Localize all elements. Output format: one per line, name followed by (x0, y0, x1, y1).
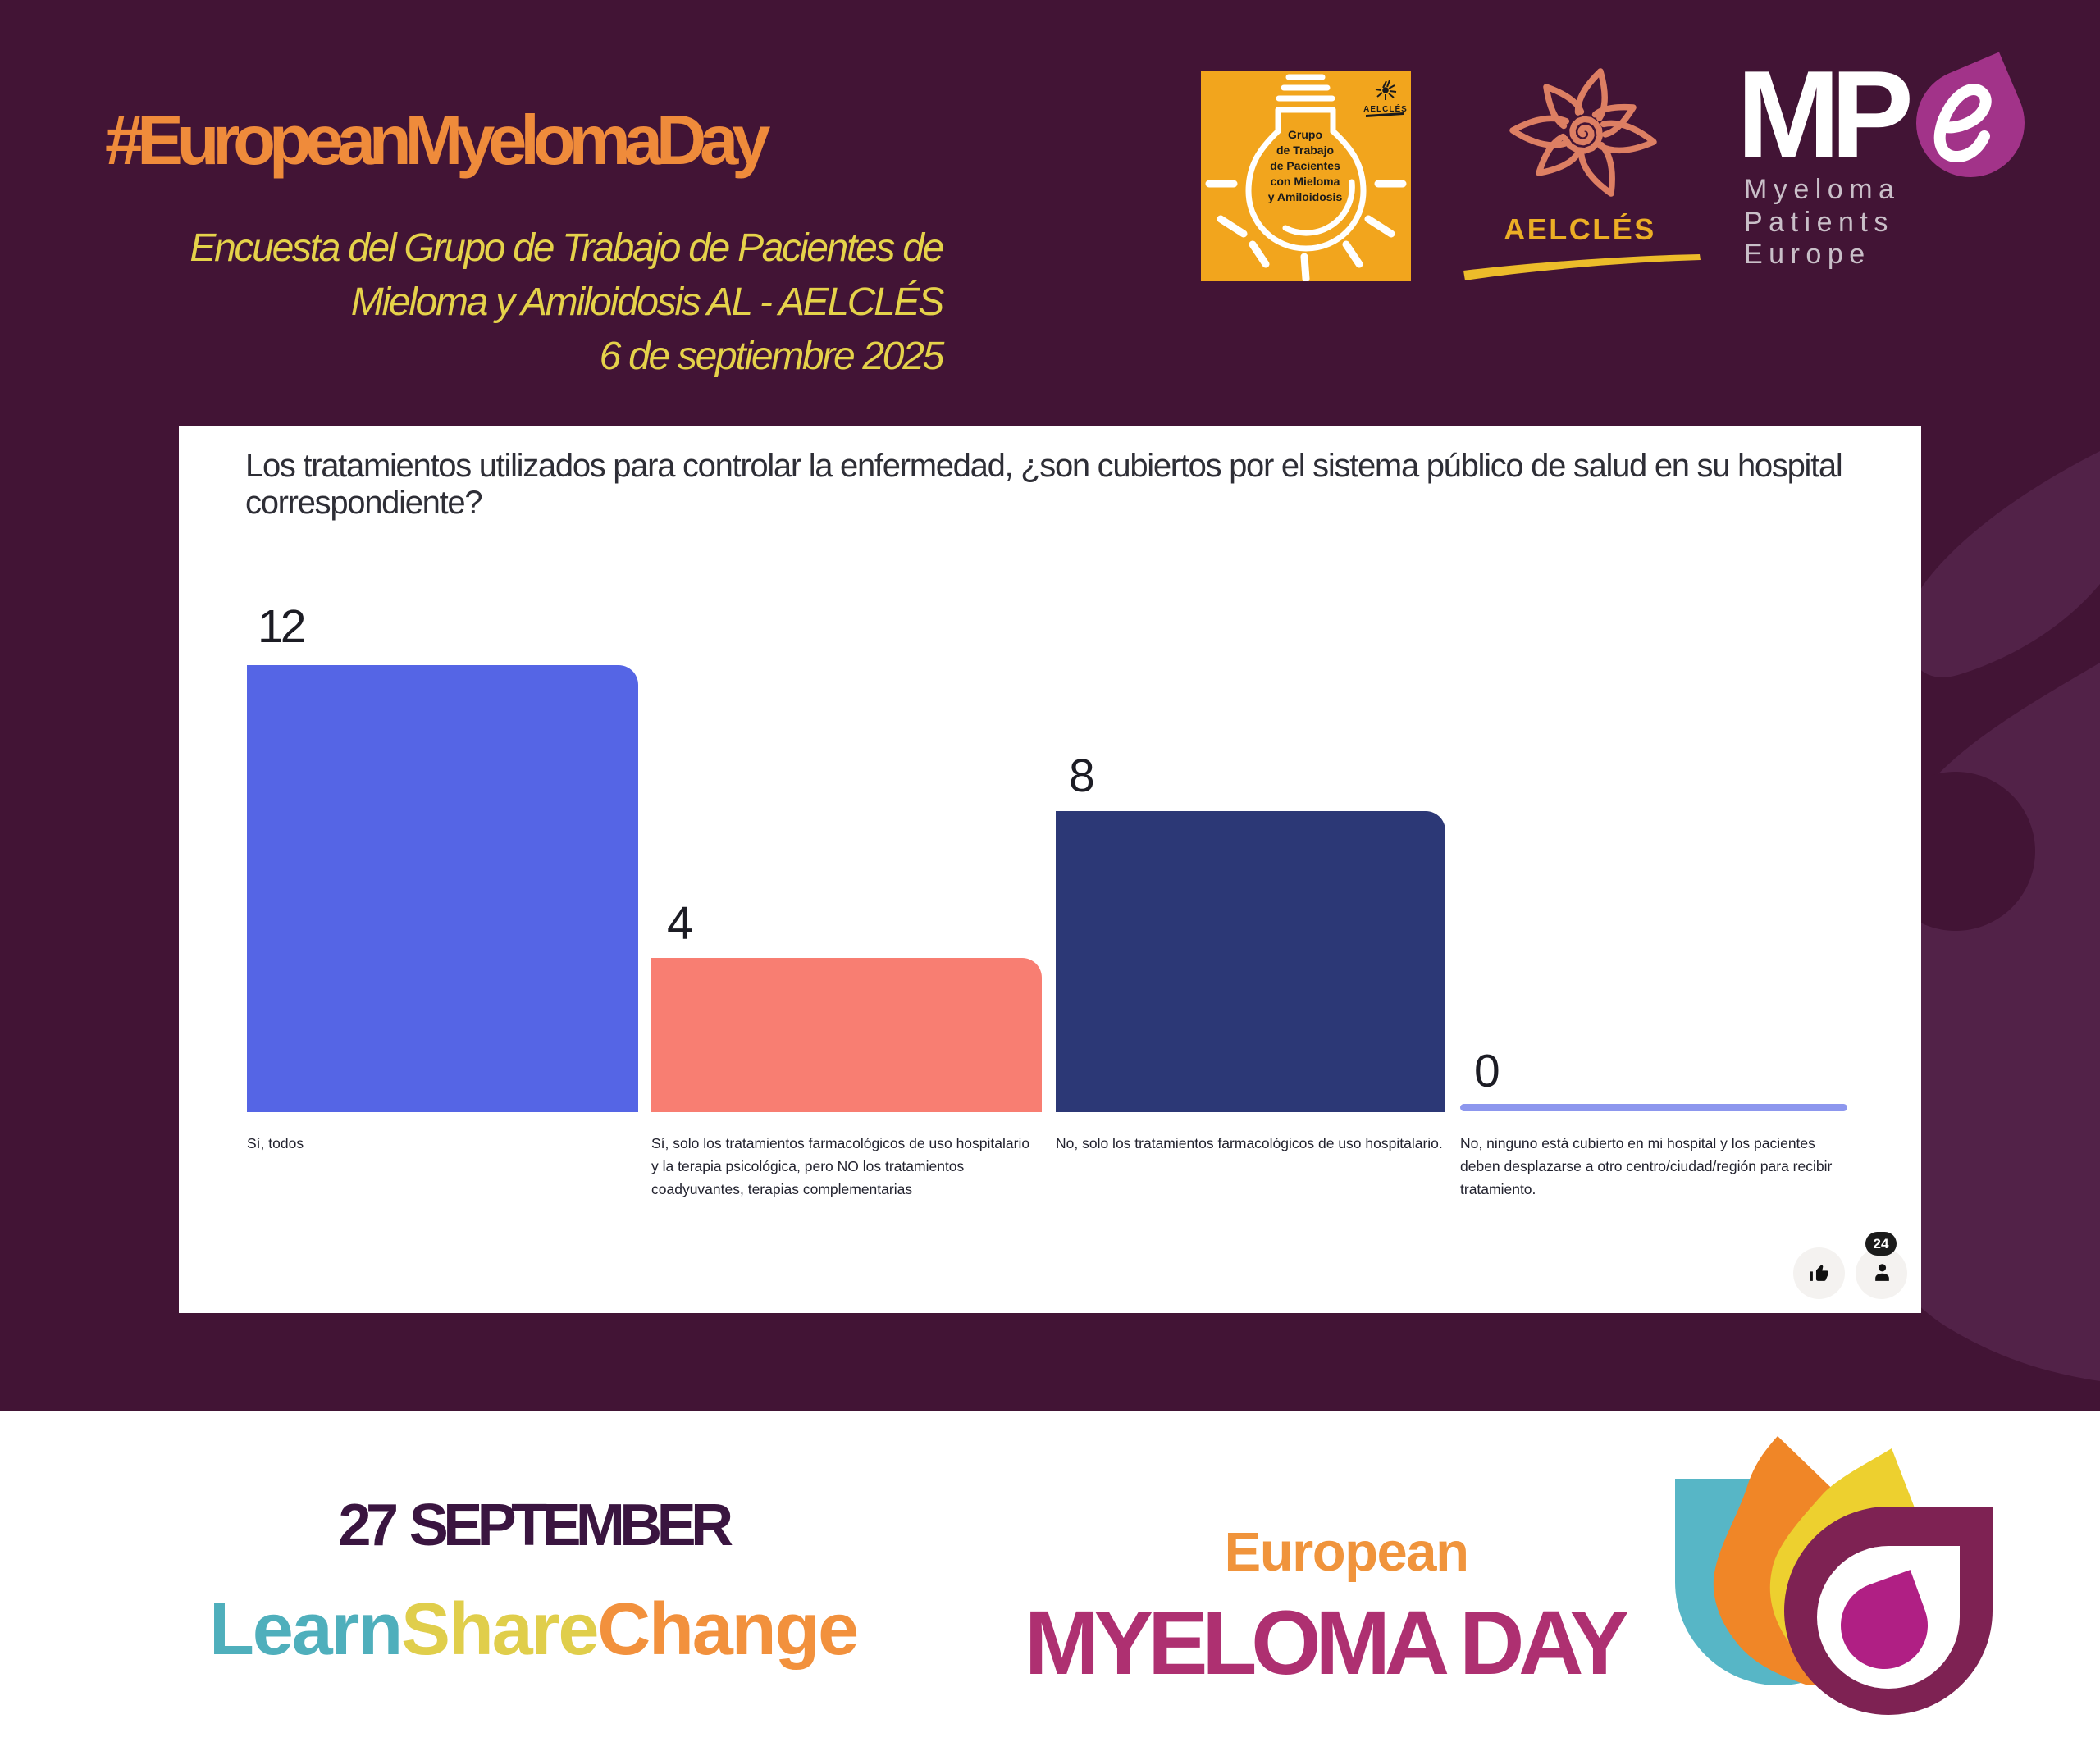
svg-text:y Amiloidosis: y Amiloidosis (1268, 190, 1343, 203)
svg-text:Grupo: Grupo (1288, 128, 1322, 141)
svg-text:de Pacientes: de Pacientes (1270, 159, 1340, 172)
svg-text:de Trabajo: de Trabajo (1276, 144, 1334, 157)
svg-text:AELCLÉS: AELCLÉS (1504, 212, 1656, 246)
svg-text:con Mieloma: con Mieloma (1271, 175, 1340, 188)
svg-text:AELCLÉS: AELCLÉS (1363, 103, 1408, 114)
